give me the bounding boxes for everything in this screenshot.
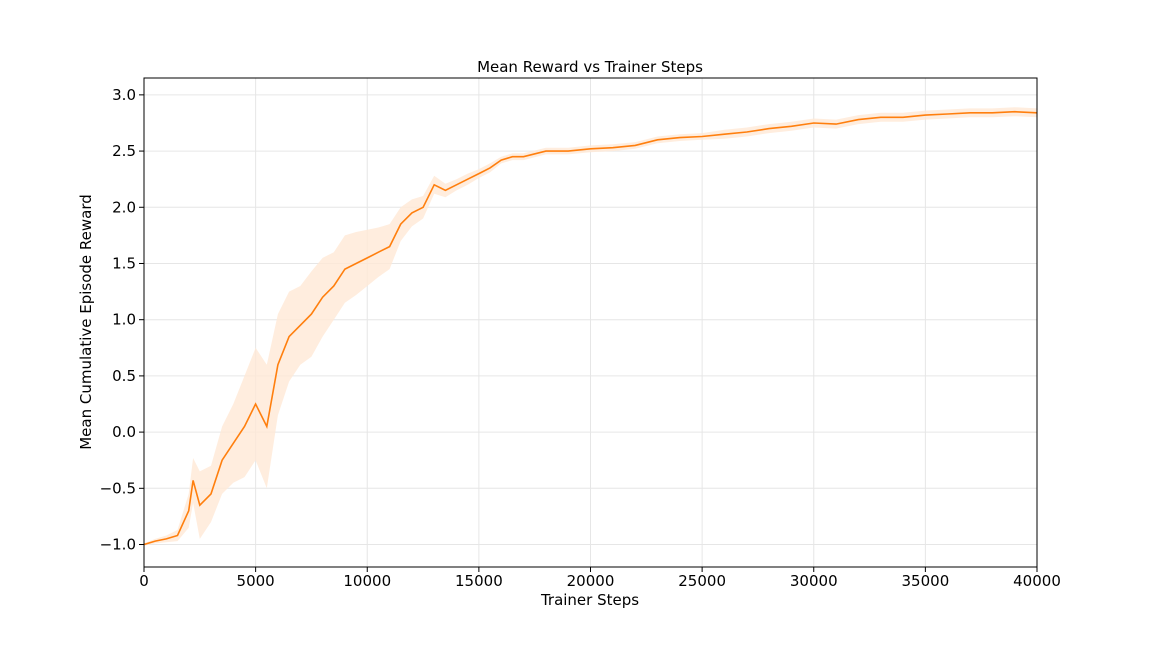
std-band bbox=[144, 107, 1037, 546]
y-tick-label: 2.0 bbox=[112, 198, 136, 216]
x-tick-label: 15000 bbox=[455, 572, 503, 590]
y-tick-label: 0.5 bbox=[112, 367, 136, 385]
y-tick-label: 0.0 bbox=[112, 423, 136, 441]
x-tick-label: 40000 bbox=[1013, 572, 1061, 590]
y-axis-ticks: −1.0 −0.5 0.0 0.5 1.0 1.5 2.0 2.5 3.0 bbox=[100, 86, 144, 554]
reward-line bbox=[143, 110, 1038, 546]
x-tick-label: 10000 bbox=[343, 572, 391, 590]
y-axis-title: Mean Cumulative Episode Reward bbox=[77, 194, 95, 450]
x-tick-label: 30000 bbox=[790, 572, 838, 590]
x-tick-label: 25000 bbox=[678, 572, 726, 590]
y-tick-label: 1.5 bbox=[112, 254, 136, 272]
x-axis-title: Trainer Steps bbox=[540, 591, 639, 609]
x-tick-label: 35000 bbox=[902, 572, 950, 590]
y-tick-label: −1.0 bbox=[100, 536, 136, 554]
x-tick-label: 5000 bbox=[237, 572, 275, 590]
chart-title: Mean Reward vs Trainer Steps bbox=[477, 58, 703, 76]
y-tick-label: −0.5 bbox=[100, 479, 136, 497]
x-axis-ticks: 0 5000 10000 15000 20000 25000 30000 35000 40000 bbox=[139, 567, 1061, 590]
x-tick-label: 20000 bbox=[567, 572, 615, 590]
y-tick-label: 3.0 bbox=[112, 86, 136, 104]
x-tick-label: 0 bbox=[139, 572, 149, 590]
y-tick-label: 1.0 bbox=[112, 311, 136, 329]
y-tick-label: 2.5 bbox=[112, 142, 136, 160]
